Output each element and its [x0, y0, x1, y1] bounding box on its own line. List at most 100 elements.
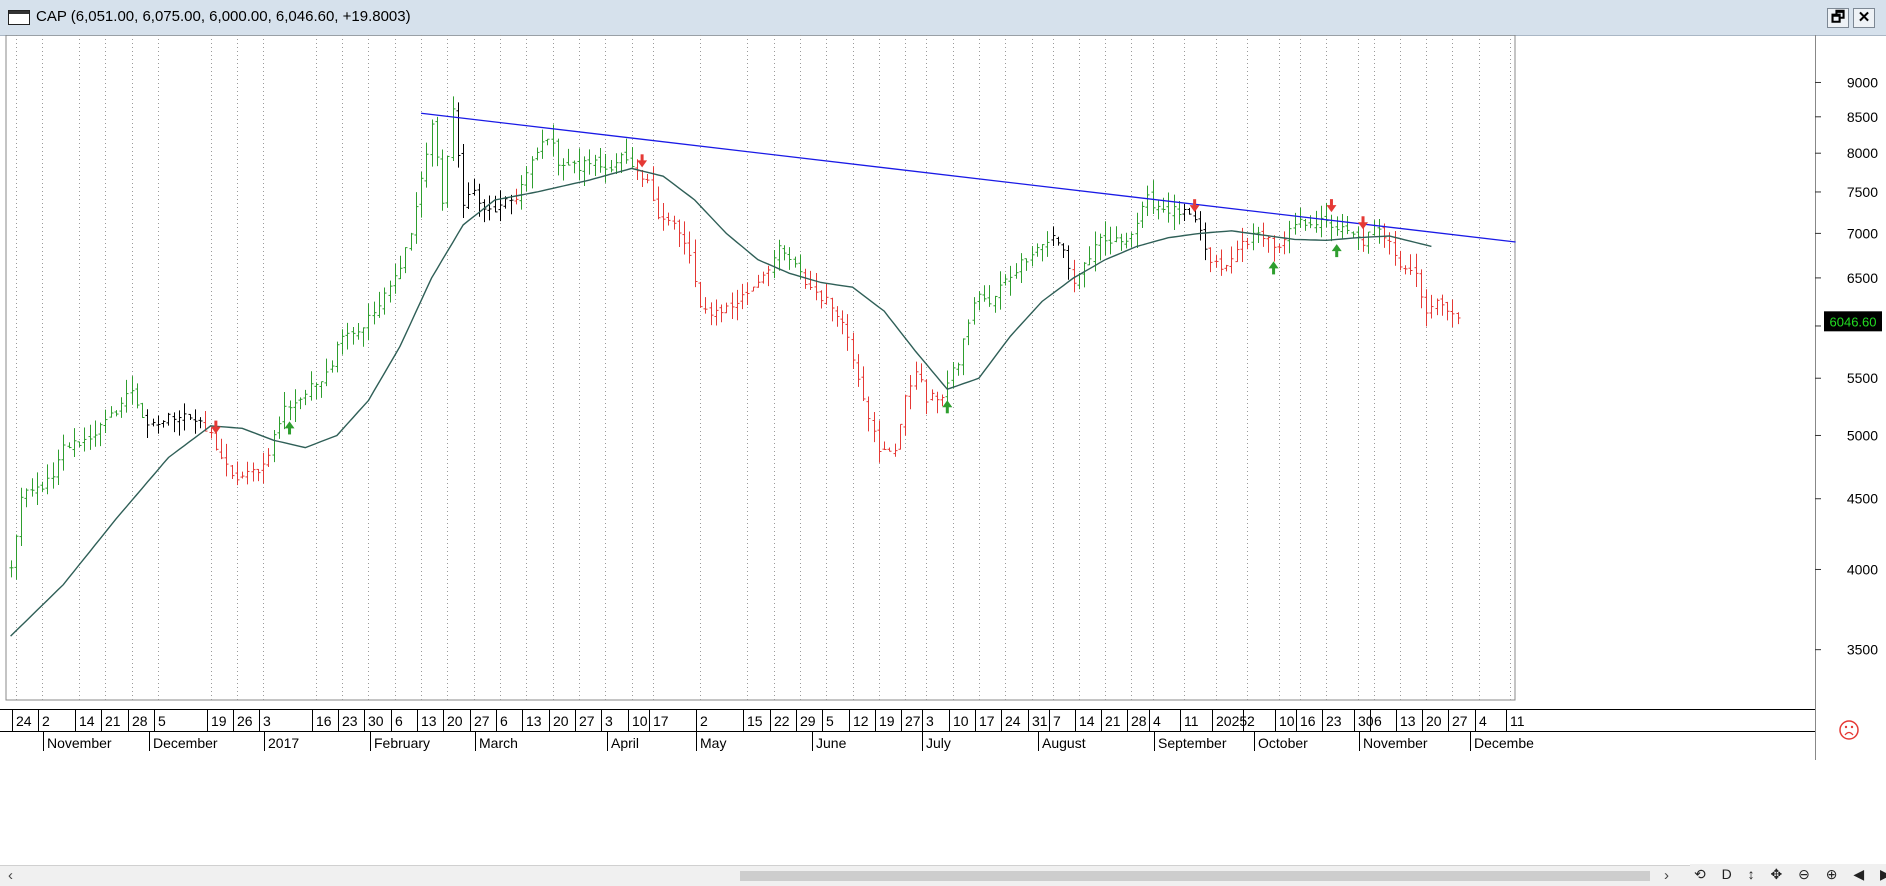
price-bar	[145, 409, 150, 439]
price-bar	[677, 219, 682, 248]
chart-area[interactable]: 3500400045005000550060006500700075008000…	[0, 34, 1886, 865]
price-bar	[1156, 200, 1161, 220]
day-label: 6	[1374, 713, 1382, 729]
arrow-shaft	[1272, 267, 1276, 275]
price-bar	[487, 195, 492, 221]
arrow-head	[1189, 205, 1200, 213]
price-bar	[172, 412, 177, 433]
price-bar	[903, 394, 908, 436]
price-bar	[103, 409, 108, 434]
plot-frame	[5, 34, 1516, 701]
price-bar	[19, 487, 24, 547]
price-bar	[1040, 244, 1045, 262]
price-bar	[314, 382, 319, 399]
month-label: May	[700, 735, 726, 751]
price-bar	[393, 264, 398, 294]
day-label: 15	[747, 713, 763, 729]
price-bar	[861, 366, 866, 401]
price-bar	[766, 265, 771, 287]
price-bar	[1003, 274, 1008, 286]
trendline	[421, 112, 1516, 243]
day-label: 30	[368, 713, 384, 729]
price-bar	[640, 169, 645, 188]
scrollbar-thumb[interactable]	[740, 871, 1650, 881]
price-bar	[1087, 246, 1092, 266]
price-axis[interactable]: 3500400045005000550060006500700075008000…	[1815, 35, 1882, 760]
arrow-shaft	[1361, 216, 1365, 224]
window-titlebar: CAP (6,051.00, 6,075.00, 6,000.00, 6,046…	[0, 0, 1886, 36]
price-bar	[672, 215, 677, 230]
price-bar	[619, 152, 624, 173]
day-label: 23	[342, 713, 358, 729]
trendline-layer[interactable]	[421, 112, 1516, 243]
price-bar	[440, 149, 445, 211]
day-label: 14	[79, 713, 95, 729]
close-button[interactable]: ✕	[1853, 8, 1875, 28]
navigation-toolbar[interactable]: ⟲ D ↕ ✥ ⊖ ⊕ ◀ ▶ ⊟	[1690, 864, 1886, 885]
day-label: 31	[1032, 713, 1048, 729]
price-bar	[808, 270, 813, 290]
price-bar	[319, 381, 324, 398]
price-bar	[135, 383, 140, 409]
price-bar	[509, 194, 514, 215]
price-bar	[403, 247, 408, 274]
scroll-right-icon[interactable]: ›	[1664, 867, 1669, 884]
day-label: 29	[800, 713, 816, 729]
scroll-left-icon[interactable]: ‹	[8, 867, 13, 884]
time-axis[interactable]: 24 2 14 21 28 5 19 26 3 16 23 30 6 13 20 27 6 13 20 27 3 10 17…	[0, 709, 1859, 753]
buy-arrow-icon	[284, 421, 295, 435]
arrow-head	[942, 400, 953, 408]
price-bar	[345, 322, 350, 350]
price-bar	[219, 438, 224, 460]
price-bar	[698, 281, 703, 308]
price-bar	[1340, 213, 1345, 239]
price-bar	[819, 290, 824, 309]
price-bar	[230, 465, 235, 480]
sell-arrow-icon	[1189, 199, 1200, 213]
price-bar	[803, 268, 808, 289]
price-bar	[361, 327, 366, 347]
day-label: 12	[853, 713, 869, 729]
price-bar	[703, 297, 708, 314]
price-bar	[1119, 233, 1124, 251]
price-bar	[298, 397, 303, 410]
price-bar	[1151, 180, 1156, 215]
arrow-shaft	[1335, 250, 1339, 258]
day-label: 3	[263, 713, 271, 729]
price-bar	[982, 285, 987, 302]
price-bar	[251, 462, 256, 482]
price-bar	[14, 534, 19, 580]
y-tick-label: 8000	[1847, 145, 1878, 161]
price-bar	[566, 148, 571, 166]
price-bar	[256, 468, 261, 482]
price-bar	[1124, 232, 1129, 249]
price-bar	[519, 175, 524, 210]
day-label: 2	[700, 713, 708, 729]
price-bar	[309, 371, 314, 401]
price-bar	[724, 302, 729, 314]
restore-button[interactable]: 🗗	[1827, 8, 1849, 28]
price-bar	[1166, 192, 1171, 223]
price-bar	[1408, 254, 1413, 275]
price-bar	[840, 310, 845, 335]
price-bar	[614, 153, 619, 175]
price-bar	[82, 427, 87, 452]
price-bar	[398, 255, 403, 280]
price-bar	[282, 392, 287, 430]
price-bar	[35, 472, 40, 506]
arrow-shaft	[640, 154, 644, 162]
month-label: December	[153, 735, 218, 751]
price-bars	[9, 96, 1461, 580]
price-bar	[935, 391, 940, 414]
price-bar	[419, 172, 424, 218]
price-bar	[1030, 246, 1035, 267]
month-label: Decembe	[1474, 735, 1534, 751]
day-label: 13	[1400, 713, 1416, 729]
day-label: 14	[1079, 713, 1095, 729]
price-bar	[335, 341, 340, 373]
price-chart[interactable]: 3500400045005000550060006500700075008000…	[0, 34, 1886, 865]
price-bar	[761, 271, 766, 284]
arrow-shaft	[1193, 199, 1197, 207]
price-bar	[777, 239, 782, 271]
horizontal-scrollbar[interactable]: ‹ ›	[0, 865, 1886, 886]
